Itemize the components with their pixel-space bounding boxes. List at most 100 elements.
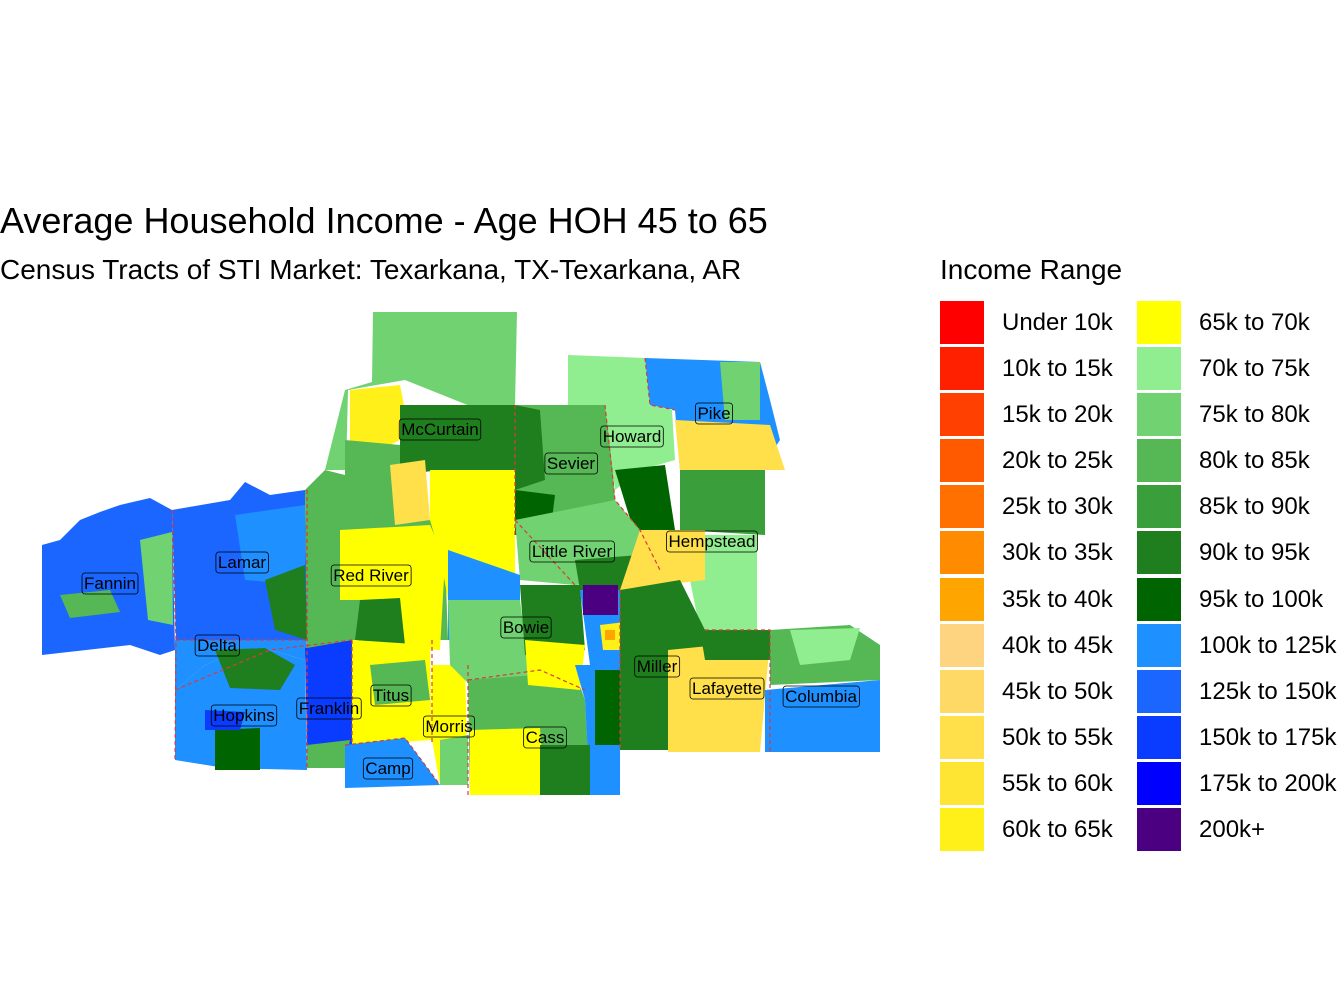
svg-text:Pike: Pike <box>697 404 730 423</box>
tract-lamar-east <box>265 565 307 640</box>
tract-sevier-dark <box>515 405 545 490</box>
legend-label: 100k to 125k <box>1199 631 1337 659</box>
legend-label: 75k to 80k <box>1199 401 1310 429</box>
tract-fannin-mid <box>60 590 120 618</box>
svg-text:Lamar: Lamar <box>218 553 267 572</box>
legend-label: 45k to 50k <box>1002 677 1113 705</box>
tract-hempstead-green <box>680 470 765 535</box>
legend-swatch <box>940 393 984 437</box>
legend-swatch <box>1137 577 1181 621</box>
tract-cass-yellow <box>470 728 545 795</box>
svg-text:Miller: Miller <box>637 657 678 676</box>
tract-miller <box>620 580 705 750</box>
legend-label: 30k to 35k <box>1002 539 1113 567</box>
legend-swatch <box>1137 761 1181 805</box>
county-borders <box>171 357 771 795</box>
tract-lafayette-dark <box>700 630 775 660</box>
legend-label: 20k to 25k <box>1002 447 1113 475</box>
county-labels: Fannin Lamar Delta Hopkins Franklin Titus Camp… <box>81 402 860 780</box>
svg-text:Franklin: Franklin <box>299 699 359 718</box>
tract-morris-green <box>440 735 468 785</box>
county-label-lamar: Lamar <box>215 551 269 574</box>
county-label-mccurtain: McCurtain <box>398 418 482 441</box>
tract-hopkins-green <box>215 648 295 690</box>
legend-label: 90k to 95k <box>1199 539 1310 567</box>
legend-label: 95k to 100k <box>1199 585 1324 613</box>
legend-swatch <box>940 669 984 713</box>
county-label-miller: Miller <box>634 655 681 678</box>
tract-columbia-blue <box>765 680 880 752</box>
county-label-camp: Camp <box>362 757 414 780</box>
county-label-little-river: Little River <box>529 540 615 563</box>
county-label-howard: Howard <box>600 425 664 448</box>
county-label-bowie: Bowie <box>500 616 552 639</box>
tract-camp <box>345 738 440 788</box>
choropleth-map: Fannin Lamar Delta Hopkins Franklin Titus Camp… <box>42 312 880 795</box>
legend-swatch <box>940 761 984 805</box>
tract-lafayette-yellow <box>668 640 770 752</box>
legend-label: 60k to 65k <box>1002 816 1113 844</box>
tract-cass-dark <box>540 745 590 795</box>
county-label-pike: Pike <box>695 402 733 425</box>
county-label-lafayette: Lafayette <box>689 677 765 700</box>
legend-swatch <box>1137 439 1181 483</box>
tract-bowie-dark <box>520 585 585 655</box>
legend-swatch <box>1137 715 1181 759</box>
map-subtitle: Census Tracts of STI Market: Texarkana, … <box>0 254 742 285</box>
tract-delta <box>175 640 307 690</box>
legend-swatch <box>1137 669 1181 713</box>
legend-label: 200k+ <box>1199 816 1266 844</box>
legend-label: 70k to 75k <box>1199 355 1310 383</box>
legend-label: 25k to 30k <box>1002 493 1113 521</box>
legend-label: 175k to 200k <box>1199 769 1337 797</box>
legend-swatch <box>1137 347 1181 391</box>
tract-mccurtain-north <box>325 312 517 470</box>
county-label-sevier: Sevier <box>544 452 598 475</box>
tract-pike-yellow <box>675 420 785 470</box>
legend-label: 55k to 60k <box>1002 769 1113 797</box>
tract-mccurtain-mid <box>345 440 400 520</box>
county-label-hopkins: Hopkins <box>210 704 278 727</box>
county-label-fannin: Fannin <box>81 572 139 595</box>
svg-text:Delta: Delta <box>197 636 237 655</box>
county-label-delta: Delta <box>194 634 240 657</box>
legend-label: 85k to 90k <box>1199 493 1310 521</box>
legend-label: 150k to 175k <box>1199 723 1337 751</box>
svg-text:Sevier: Sevier <box>547 454 596 473</box>
tract-howard-dark <box>615 465 675 535</box>
legend-title: Income Range <box>940 254 1123 285</box>
tract-cass-yellow2 <box>525 640 585 690</box>
svg-text:Columbia: Columbia <box>785 687 857 706</box>
tract-franklin <box>305 640 352 748</box>
legend-swatch <box>940 623 984 667</box>
tract-cass-dark2 <box>595 670 620 745</box>
svg-text:Red River: Red River <box>333 566 409 585</box>
legend-label: 35k to 40k <box>1002 585 1113 613</box>
tract-mccurtain-small <box>390 460 430 525</box>
legend-swatch <box>940 347 984 391</box>
svg-text:Lafayette: Lafayette <box>692 679 762 698</box>
legend-swatch <box>940 531 984 575</box>
county-label-hempstead: Hempstead <box>666 530 758 553</box>
tract-hempstead-yellow <box>620 530 705 590</box>
legend-label: 40k to 45k <box>1002 631 1113 659</box>
tract-bowie-green <box>448 600 530 685</box>
tract-hopkins-south <box>215 728 260 770</box>
svg-text:Fannin: Fannin <box>84 574 136 593</box>
county-label-morris: Morris <box>422 715 476 738</box>
legend-swatch <box>1137 808 1181 852</box>
svg-text:Camp: Camp <box>365 759 410 778</box>
legend-label: 65k to 70k <box>1199 309 1310 336</box>
svg-text:Howard: Howard <box>603 427 662 446</box>
county-label-cass: Cass <box>523 726 567 749</box>
tract-fannin-east <box>140 532 173 625</box>
county-label-franklin: Franklin <box>296 697 362 720</box>
svg-text:Hopkins: Hopkins <box>213 706 274 725</box>
legend-swatch <box>940 301 984 344</box>
legend-swatch <box>940 577 984 621</box>
map-title: Average Household Income - Age HOH 45 to… <box>0 200 768 241</box>
legend-swatch <box>940 439 984 483</box>
tract-franklin-south <box>307 740 350 768</box>
tract-redriver-south <box>355 598 405 645</box>
legend-swatch <box>1137 393 1181 437</box>
